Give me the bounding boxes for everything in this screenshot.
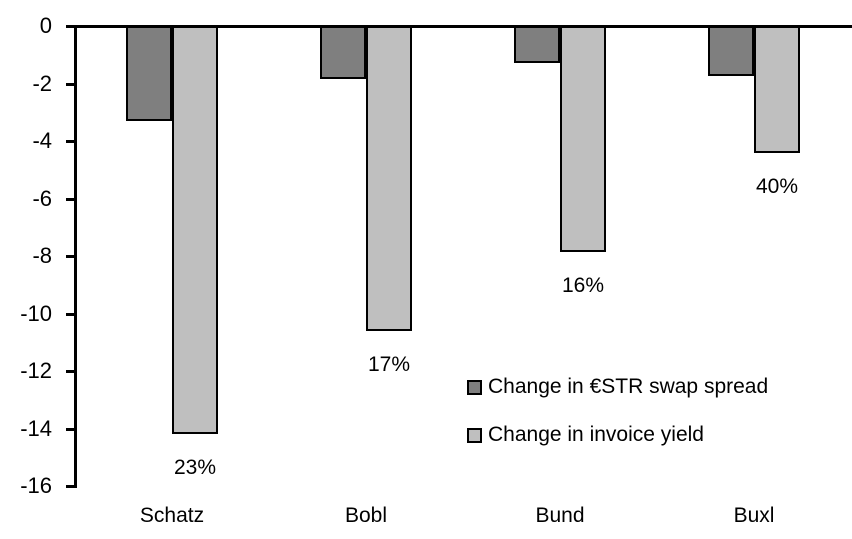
bar-bund-series1 bbox=[560, 26, 606, 252]
bar-buxl-series1 bbox=[754, 26, 800, 153]
category-label-bund: Bund bbox=[535, 504, 585, 527]
y-tick bbox=[66, 255, 75, 258]
y-tick bbox=[66, 427, 75, 431]
bar-bund-series0 bbox=[514, 26, 560, 64]
bar-buxl-series0 bbox=[708, 26, 754, 77]
y-tick-label: -6 bbox=[32, 185, 52, 211]
category-label-buxl: Buxl bbox=[733, 504, 775, 527]
y-tick-label: -10 bbox=[20, 300, 52, 326]
y-tick-label: -4 bbox=[32, 128, 52, 153]
legend-item-invoice-yield: Change in invoice yield bbox=[467, 423, 768, 446]
legend-label-invoice-yield: Change in invoice yield bbox=[488, 423, 704, 446]
legend-label-swap-spread: Change in €STR swap spread bbox=[488, 375, 769, 398]
y-tick-label: -16 bbox=[20, 473, 52, 498]
data-label-schatz: 23% bbox=[173, 456, 217, 480]
bar-bobl-series1 bbox=[366, 26, 412, 331]
bar-schatz-series1 bbox=[172, 26, 218, 435]
y-tick bbox=[66, 82, 75, 86]
y-tick bbox=[66, 140, 75, 143]
data-label-buxl: 40% bbox=[755, 174, 799, 198]
data-label-bobl: 17% bbox=[367, 352, 411, 376]
y-tick-label: -12 bbox=[20, 358, 52, 383]
category-label-bobl: Bobl bbox=[344, 504, 388, 527]
bar-schatz-series0 bbox=[126, 26, 172, 121]
legend-item-swap-spread: Change in €STR swap spread bbox=[467, 375, 768, 398]
y-tick-label: 0 bbox=[39, 13, 52, 38]
y-tick bbox=[66, 370, 75, 373]
y-tick bbox=[66, 485, 75, 488]
y-tick-label: -8 bbox=[32, 243, 52, 268]
y-tick bbox=[66, 312, 75, 316]
y-tick-label: -2 bbox=[32, 70, 52, 96]
legend-swatch-swap-spread-icon bbox=[467, 379, 482, 395]
y-axis-line bbox=[74, 25, 77, 488]
y-tick-label: -14 bbox=[20, 415, 52, 441]
data-label-bund: 16% bbox=[561, 273, 605, 297]
category-label-schatz: Schatz bbox=[139, 504, 205, 527]
bar-bobl-series0 bbox=[320, 26, 366, 80]
zero-baseline bbox=[66, 25, 852, 28]
legend: Change in €STR swap spread Change in inv… bbox=[467, 375, 768, 475]
y-tick bbox=[66, 197, 75, 201]
legend-swatch-invoice-yield-icon bbox=[467, 427, 482, 443]
